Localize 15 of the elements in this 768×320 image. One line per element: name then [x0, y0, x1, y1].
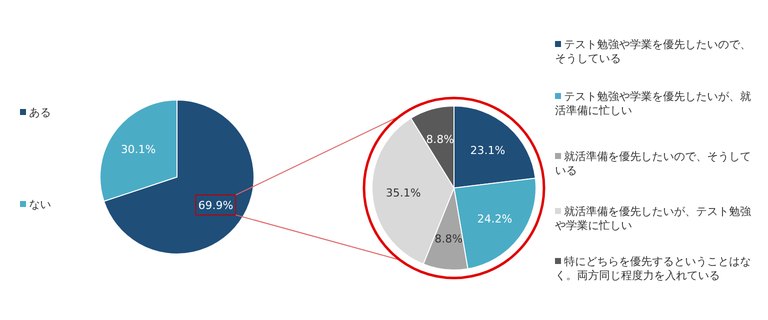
- legend-label: ない: [29, 198, 51, 211]
- data-label: 24.2%: [477, 212, 512, 226]
- data-label: 35.1%: [386, 186, 421, 200]
- pie-slice: [103, 100, 254, 254]
- data-label: 8.8%: [426, 133, 454, 146]
- legend-label: テスト勉強や学業を優先したいが、就活準備に忙しい: [555, 90, 751, 117]
- data-label: 8.8%: [434, 232, 463, 246]
- legend-label: 就活準備を優先したいが、テスト勉強や学業に忙しい: [555, 205, 751, 232]
- data-label: 23.1%: [470, 144, 506, 157]
- legend-label: 就活準備を優先したいので、そうしている: [555, 150, 751, 177]
- legend-label: ある: [29, 106, 51, 119]
- data-label: 69.9%: [198, 198, 234, 212]
- legend-label: 特にどちらを優先するということはなく。両方同じ程度力を入れている: [555, 255, 751, 282]
- data-label: 30.1%: [120, 143, 156, 156]
- legend-label: テスト勉強や学業を優先したいので、そうしている: [555, 38, 751, 65]
